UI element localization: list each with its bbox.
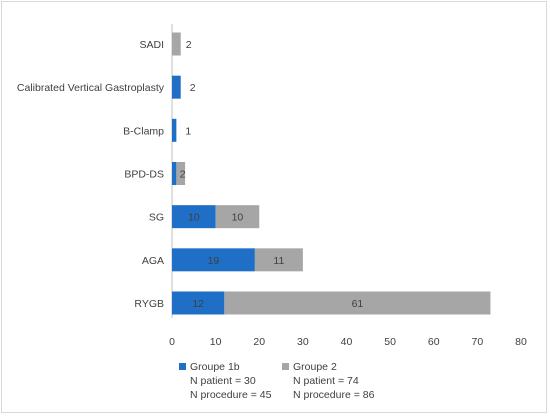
x-tick-label-50: 50 (384, 336, 396, 348)
x-tick-label-10: 10 (210, 336, 222, 348)
x-tick-label-60: 60 (428, 336, 440, 348)
bar-groupe-2-bpd-ds (176, 162, 186, 185)
data-label-groupe-1b-sg: 10 (188, 212, 200, 224)
bar-groupe-2-sadi (172, 32, 181, 56)
data-label-groupe-2-bpd-ds: 2 (180, 169, 186, 181)
bar-groupe-2-aga (254, 248, 303, 272)
data-label-groupe-1b-rygb: 12 (192, 298, 204, 310)
legend-text-groupe-2-2: N procedure = 86 (293, 389, 375, 401)
legend-text-groupe-2-0: Groupe 2 (293, 361, 337, 373)
legend-text-groupe-2-1: N patient = 74 (293, 375, 359, 387)
category-label-aga: AGA (142, 255, 164, 267)
data-label-groupe-1b-b-clamp: 1 (185, 125, 191, 137)
bar-groupe-2-sg (215, 205, 260, 229)
bar-groupe-2-rygb (224, 291, 491, 315)
bar-groupe-1b-calibrated-vertical-gastroplasty (172, 75, 181, 99)
bar-groupe-1b-aga (172, 248, 255, 272)
legend-text-groupe-1b-0: Groupe 1b (190, 361, 240, 373)
bar-groupe-1b-sg (172, 205, 216, 229)
x-tick-label-80: 80 (515, 336, 527, 348)
bar-groupe-1b-b-clamp (172, 118, 177, 142)
x-tick-label-0: 0 (169, 336, 175, 348)
data-label-groupe-1b-aga: 19 (208, 255, 220, 267)
legend-text-groupe-1b-1: N patient = 30 (190, 375, 256, 387)
legend-swatch-groupe-1b (179, 363, 186, 370)
legend-swatch-groupe-2 (282, 363, 289, 370)
category-label-bpd-ds: BPD-DS (124, 169, 164, 181)
data-label-groupe-1b-calibrated-vertical-gastroplasty: 2 (190, 82, 196, 94)
category-label-sg: SG (149, 212, 164, 224)
category-label-b-clamp: B-Clamp (123, 125, 164, 137)
bar-groupe-1b-bpd-ds (172, 162, 177, 185)
category-label-rygb: RYGB (134, 298, 164, 310)
data-label-groupe-2-sadi: 2 (186, 39, 192, 51)
x-tick-label-30: 30 (297, 336, 309, 348)
data-label-groupe-2-rygb: 61 (352, 298, 364, 310)
legend-text-groupe-1b-2: N procedure = 45 (190, 389, 272, 401)
x-tick-label-40: 40 (341, 336, 353, 348)
data-label-groupe-2-sg: 10 (232, 212, 244, 224)
x-tick-label-70: 70 (472, 336, 484, 348)
bar-groupe-1b-rygb (172, 291, 225, 315)
category-label-calibrated-vertical-gastroplasty: Calibrated Vertical Gastroplasty (17, 82, 165, 94)
data-label-groupe-2-aga: 11 (273, 255, 284, 267)
x-tick-label-20: 20 (253, 336, 265, 348)
category-label-sadi: SADI (139, 39, 164, 51)
